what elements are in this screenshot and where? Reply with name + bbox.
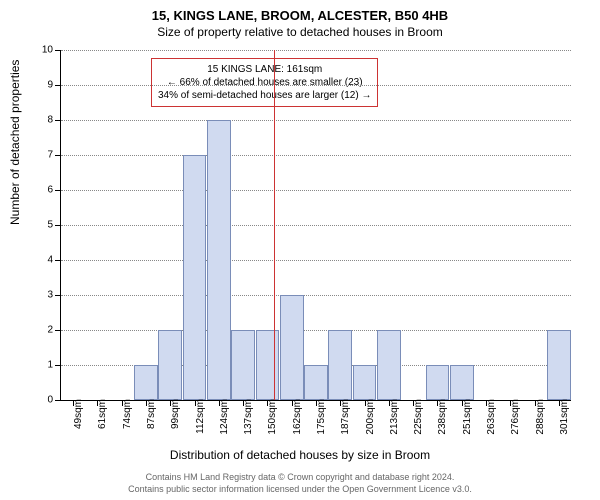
x-tick-label: 276sqm	[510, 399, 521, 435]
y-tick-label: 8	[33, 115, 53, 126]
y-tick	[55, 400, 61, 401]
annotation-box: 15 KINGS LANE: 161sqm ← 66% of detached …	[151, 58, 378, 107]
annotation-line1: 15 KINGS LANE: 161sqm	[158, 63, 371, 76]
y-tick	[55, 330, 61, 331]
bar	[450, 365, 474, 400]
title-main: 15, KINGS LANE, BROOM, ALCESTER, B50 4HB	[0, 0, 600, 23]
x-tick-label: 137sqm	[243, 399, 254, 435]
x-tick-label: 150sqm	[267, 399, 278, 435]
x-tick-label: 175sqm	[316, 399, 327, 435]
x-tick-label: 213sqm	[389, 399, 400, 435]
bar	[328, 330, 352, 400]
gridline	[61, 260, 571, 261]
y-tick-label: 1	[33, 360, 53, 371]
x-tick-label: 61sqm	[97, 399, 108, 429]
bar	[158, 330, 182, 400]
y-tick-label: 3	[33, 290, 53, 301]
bar	[207, 120, 231, 400]
gridline	[61, 85, 571, 86]
y-tick	[55, 155, 61, 156]
x-tick-label: 288sqm	[535, 399, 546, 435]
annotation-line3: 34% of semi-detached houses are larger (…	[158, 89, 371, 102]
x-tick-label: 263sqm	[486, 399, 497, 435]
bar	[134, 365, 158, 400]
bar	[426, 365, 450, 400]
gridline	[61, 295, 571, 296]
annotation-line2: ← 66% of detached houses are smaller (23…	[158, 76, 371, 89]
bar	[183, 155, 207, 400]
gridline	[61, 190, 571, 191]
y-axis-label: Number of detached properties	[8, 60, 22, 225]
x-tick-label: 49sqm	[73, 399, 84, 429]
y-tick	[55, 120, 61, 121]
x-tick-label: 200sqm	[365, 399, 376, 435]
footer-line-1: Contains HM Land Registry data © Crown c…	[0, 472, 600, 482]
x-tick-label: 124sqm	[219, 399, 230, 435]
y-tick	[55, 365, 61, 366]
gridline	[61, 225, 571, 226]
y-tick	[55, 295, 61, 296]
x-tick-label: 74sqm	[122, 399, 133, 429]
y-tick-label: 2	[33, 325, 53, 336]
x-tick-label: 225sqm	[413, 399, 424, 435]
y-tick-label: 6	[33, 185, 53, 196]
y-tick-label: 5	[33, 220, 53, 231]
y-tick	[55, 260, 61, 261]
y-tick-label: 9	[33, 80, 53, 91]
reference-line	[274, 50, 275, 400]
y-tick-label: 4	[33, 255, 53, 266]
y-tick-label: 10	[33, 45, 53, 56]
y-tick	[55, 190, 61, 191]
y-tick	[55, 85, 61, 86]
y-tick-label: 0	[33, 395, 53, 406]
bar	[547, 330, 571, 400]
x-tick-label: 238sqm	[437, 399, 448, 435]
bar	[231, 330, 255, 400]
x-tick-label: 187sqm	[340, 399, 351, 435]
x-tick-label: 251sqm	[462, 399, 473, 435]
x-tick-label: 301sqm	[559, 399, 570, 435]
gridline	[61, 155, 571, 156]
chart-area: 15 KINGS LANE: 161sqm ← 66% of detached …	[60, 50, 571, 401]
gridline	[61, 50, 571, 51]
gridline	[61, 330, 571, 331]
x-tick-label: 99sqm	[170, 399, 181, 429]
x-tick-label: 162sqm	[292, 399, 303, 435]
gridline	[61, 120, 571, 121]
y-tick-label: 7	[33, 150, 53, 161]
bar	[304, 365, 328, 400]
y-tick	[55, 50, 61, 51]
title-sub: Size of property relative to detached ho…	[0, 23, 600, 39]
bar	[353, 365, 377, 400]
bar	[280, 295, 304, 400]
bar	[256, 330, 280, 400]
footer-line-2: Contains public sector information licen…	[0, 484, 600, 494]
x-axis-label: Distribution of detached houses by size …	[0, 448, 600, 462]
bar	[377, 330, 401, 400]
x-tick-label: 112sqm	[195, 399, 206, 434]
x-tick-label: 87sqm	[146, 399, 157, 429]
y-tick	[55, 225, 61, 226]
